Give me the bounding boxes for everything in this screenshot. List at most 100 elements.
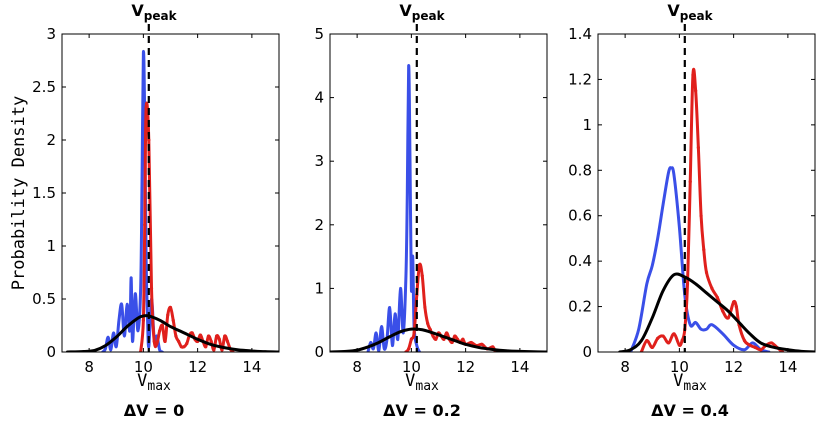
panel-2-series-red-point-11 (434, 337, 438, 341)
panel-1-series-red-point-18 (185, 341, 189, 346)
panel-1-series-red-point-14 (174, 334, 178, 338)
panel-3-series-red-point-6 (672, 332, 676, 336)
panel-3-series-red-point-7 (677, 343, 681, 347)
panel-2-ytick-label-2: 2 (314, 216, 324, 234)
panel-1-series-red-point-29 (215, 334, 219, 338)
panel-1-series-red-point-28 (212, 348, 216, 352)
panel-1-plot: 8 10 12 14 0 0.5 1 1.5 2 2.5 3 (32, 24, 280, 376)
panel-3-series-red-point-27 (753, 345, 757, 350)
panel-1-series-red-point-20 (190, 331, 194, 335)
panel-3-series-red-point-20 (721, 309, 725, 313)
panel-2-series-red-point-21 (461, 337, 465, 341)
panel-2-xtick-label-0: 8 (352, 358, 362, 376)
panel-1-series-red-point-9 (160, 323, 164, 328)
panel-2-series-red-point-17 (450, 340, 454, 345)
panel-3-series-red-point-22 (732, 300, 736, 304)
panel-2-series-red-point-7 (423, 305, 427, 310)
panel-1-series-red-point-1 (141, 318, 145, 322)
panel-2-series-red-point-18 (453, 334, 457, 338)
panel-2-series-group (330, 64, 547, 352)
panel-3-series-red-point-2 (650, 345, 654, 350)
panel-2-ytick-label-0: 0 (314, 343, 324, 361)
panel-2-series-red-point-15 (445, 331, 449, 335)
y-axis-label: Probability Density (9, 96, 29, 290)
panel-1-ytick-label-6: 3 (46, 25, 56, 43)
panel-1-series-red-point-5 (149, 286, 154, 290)
panel-1-series-red-point-27 (209, 339, 213, 343)
panel-1-series-red-point-8 (158, 329, 162, 333)
panel-1-ytick-label-1: 0.5 (32, 290, 56, 308)
panel-2-series-red-point-23 (469, 340, 473, 345)
x-axis-label-1: Vmax (137, 371, 171, 394)
panel-3-series-red-point-25 (742, 339, 747, 343)
panel-2-ytick-label-3: 3 (314, 152, 324, 170)
panel-3-series-red-point-30 (770, 341, 774, 345)
panel-1-ytick-label-3: 1.5 (32, 184, 56, 202)
panel-1-series-red-point-17 (182, 345, 186, 349)
panel-1-series-red-point-33 (225, 339, 230, 343)
panel-2-series-red-point-6 (420, 274, 424, 278)
panel-1-series-red-point-25 (204, 345, 208, 349)
panel-1-series-red-point-12 (168, 305, 173, 310)
panel-3-series-red-point-1 (645, 339, 649, 343)
panel-1-ytick-label-4: 2 (46, 131, 56, 149)
peak-label-1: Vpeak (131, 1, 177, 23)
panel-1-series-group (65, 49, 279, 352)
panel-1-xtick-label-0: 8 (84, 358, 94, 376)
panel-3-series-red-point-16 (702, 248, 706, 252)
panel-1-series-red-line (139, 101, 235, 352)
panel-3: 8 10 12 14 0 0.2 0.4 0.6 0.8 1 1.2 1.4 Vpeak Vmax Δ… (568, 1, 816, 420)
x-axis-label-3: Vmax (673, 371, 707, 394)
panel-3-series-red-point-3 (656, 336, 660, 340)
panel-2-ytick-label-5: 5 (314, 25, 324, 43)
panel-2-ytick-label-4: 4 (314, 89, 324, 107)
panel-2-xtick-label-2: 12 (456, 358, 475, 376)
panel-2-series-red-point-25 (480, 342, 484, 346)
panel-2-series-red-point-5 (417, 263, 422, 267)
panel-1-series-red-point-32 (223, 334, 227, 338)
panel-3-series-group (618, 67, 815, 352)
panel-2-axes-box (329, 33, 548, 353)
panel-3-series-red-point-17 (704, 270, 709, 275)
panel-1-series-red-point-30 (217, 337, 221, 341)
panel-2-series-red-point-27 (491, 345, 495, 349)
panel-3-series-red-point-18 (710, 286, 714, 290)
panel-1-series-red-point-26 (206, 334, 211, 338)
panel-3-ytick-label-2: 0.4 (568, 252, 592, 270)
panel-3-ytick-label-5: 1 (582, 116, 592, 134)
panel-3-axes-box (597, 33, 816, 353)
panel-3-series-red-point-5 (666, 341, 671, 345)
panel-1-series-red-point-7 (155, 341, 159, 346)
panel-2-series-red-point-3 (412, 331, 416, 335)
panel-3-series-red-point-15 (699, 214, 703, 218)
panel-2-xtick-label-3: 14 (510, 358, 529, 376)
panel-3-ytick-label-4: 0.8 (568, 161, 592, 179)
panel-3-series-red-point-11 (688, 180, 692, 184)
panel-1-series-red-point-13 (171, 318, 175, 322)
peak-label-3: Vpeak (667, 1, 713, 23)
panel-3-ytick-label-7: 1.4 (568, 25, 592, 43)
panel-3-series-red-point-23 (734, 304, 738, 309)
panel-1-xtick-label-2: 12 (188, 358, 207, 376)
peak-label-2: Vpeak (399, 1, 445, 23)
panel-1-series-red-point-4 (147, 138, 151, 142)
panel-1-series-red-point-2 (143, 223, 147, 227)
panel-3-series-black-line (618, 272, 815, 352)
panel-3-ytick-label-1: 0.2 (568, 298, 592, 316)
panel-2-series-black-line (330, 327, 547, 352)
panel-1-series-red-point-23 (198, 333, 202, 337)
panel-3-ytick-label-0: 0 (582, 343, 592, 361)
panel-1-axes-box (61, 33, 280, 353)
panel-2-series-blue-line (366, 64, 422, 352)
panel-1: 8 10 12 14 0 0.5 1 1.5 2 2.5 3 Vpeak Vmax ΔV = 0 (32, 1, 280, 420)
panel-3-series-red-point-28 (759, 348, 763, 352)
panel-3-series-red-point-14 (696, 145, 700, 150)
panel-1-series-red-point-16 (179, 345, 183, 349)
panel-3-plot: 8 10 12 14 0 0.2 0.4 0.6 0.8 1 1.2 1.4 (568, 24, 816, 376)
subtitle-3: ΔV = 0.4 (651, 401, 729, 420)
panel-2-series-red-point-10 (431, 334, 435, 338)
panel-1-ytick-label-5: 2.5 (32, 78, 56, 96)
